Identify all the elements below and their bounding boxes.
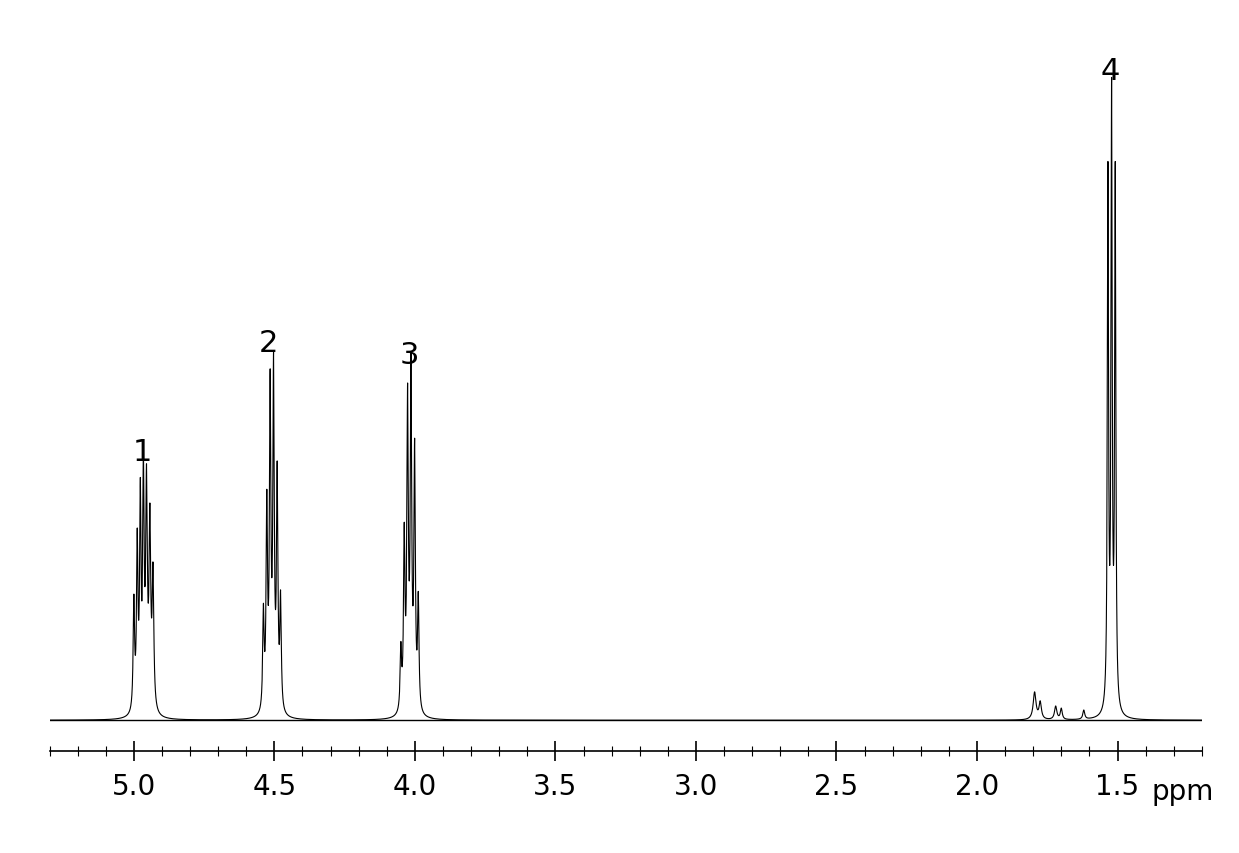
Text: ppm: ppm [1151, 776, 1214, 804]
Text: 3: 3 [399, 341, 419, 370]
Text: 1: 1 [133, 438, 152, 467]
Text: 2: 2 [259, 329, 279, 358]
Text: 4: 4 [1100, 57, 1120, 86]
